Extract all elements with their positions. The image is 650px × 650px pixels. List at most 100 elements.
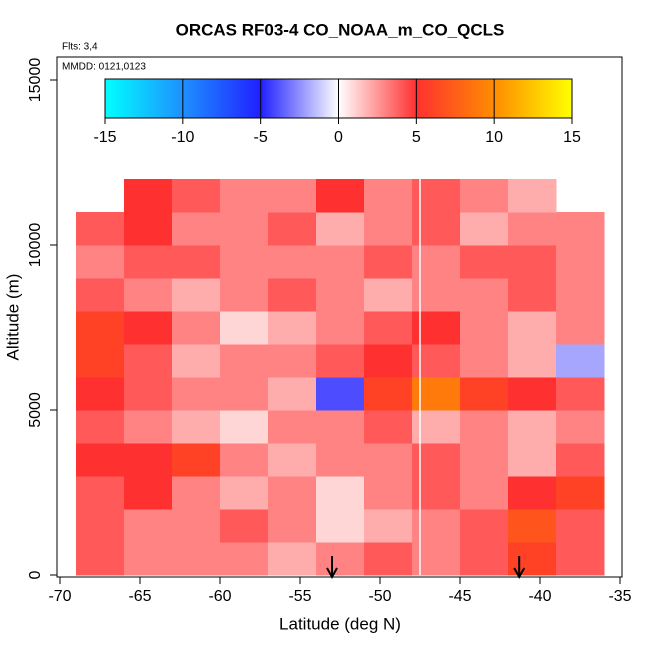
y-tick-label: 10000 <box>27 223 44 268</box>
colorbar-tick-label: 5 <box>412 129 421 146</box>
heat-cell <box>76 476 125 510</box>
heat-cell <box>220 509 269 543</box>
heat-cell <box>76 245 125 279</box>
heat-cell <box>220 179 269 213</box>
heat-cell <box>172 212 221 246</box>
heat-cell <box>556 509 605 543</box>
heat-cell <box>364 179 413 213</box>
heat-cell <box>316 476 365 510</box>
heat-cell <box>556 443 605 477</box>
heat-cell <box>124 179 173 213</box>
heat-cell <box>76 443 125 477</box>
heat-cell <box>508 179 557 213</box>
colorbar-tick-label: -5 <box>254 129 268 146</box>
heat-cell <box>460 344 509 378</box>
heat-cell <box>556 278 605 312</box>
x-tick-label: -55 <box>288 588 311 605</box>
heat-cell <box>76 410 125 444</box>
heat-cell <box>316 410 365 444</box>
heat-cell <box>460 542 509 576</box>
heat-cell <box>316 245 365 279</box>
heat-cell <box>460 410 509 444</box>
heat-cell <box>364 377 413 411</box>
heat-cell <box>316 443 365 477</box>
heat-cell <box>268 410 317 444</box>
flights-label: Flts: 3,4 <box>62 42 98 53</box>
heat-cell <box>316 377 365 411</box>
x-axis-label: Latitude (deg N) <box>279 614 401 633</box>
heat-cell <box>364 344 413 378</box>
heat-cell <box>460 476 509 510</box>
colorbar-tick-label: 0 <box>334 129 343 146</box>
heat-cell <box>364 410 413 444</box>
heat-cell <box>316 542 365 576</box>
heat-cell <box>460 245 509 279</box>
heat-cell <box>172 542 221 576</box>
heat-cell <box>508 509 557 543</box>
heat-cell <box>172 476 221 510</box>
colorbar-tick-label: 15 <box>563 129 581 146</box>
x-tick-label: -40 <box>528 588 551 605</box>
heat-cell <box>556 476 605 510</box>
heat-cell <box>124 212 173 246</box>
heat-cell <box>556 542 605 576</box>
heat-cell <box>220 377 269 411</box>
heat-cell <box>460 278 509 312</box>
heat-cell <box>364 212 413 246</box>
heat-cell <box>220 344 269 378</box>
x-tick-label: -50 <box>368 588 391 605</box>
heat-cell <box>316 311 365 345</box>
heat-cell <box>220 443 269 477</box>
heat-cell <box>268 311 317 345</box>
heat-cell <box>220 311 269 345</box>
heat-cell <box>508 443 557 477</box>
heat-cell <box>316 344 365 378</box>
heat-cell <box>364 245 413 279</box>
heat-cell <box>556 410 605 444</box>
x-tick-label: -60 <box>208 588 231 605</box>
heat-cell <box>124 245 173 279</box>
heat-cell <box>508 311 557 345</box>
heat-cell <box>172 179 221 213</box>
heat-cell <box>268 245 317 279</box>
heat-cell <box>364 278 413 312</box>
heat-cell <box>124 311 173 345</box>
heat-cell <box>268 344 317 378</box>
heat-cell <box>124 476 173 510</box>
heat-cell <box>316 179 365 213</box>
dates-label: MMDD: 0121,0123 <box>62 62 146 73</box>
y-tick-label: 0 <box>27 570 44 579</box>
heat-cell <box>172 410 221 444</box>
x-tick-label: -35 <box>608 588 631 605</box>
heat-cell <box>268 542 317 576</box>
heat-cell <box>220 542 269 576</box>
heat-cell <box>556 311 605 345</box>
heat-cell <box>556 212 605 246</box>
heat-cell <box>556 377 605 411</box>
heat-cell <box>172 245 221 279</box>
heat-cell <box>460 179 509 213</box>
heat-cell <box>124 410 173 444</box>
heat-cell <box>76 212 125 246</box>
chart-title: ORCAS RF03-4 CO_NOAA_m_CO_QCLS <box>176 20 505 39</box>
colorbar-tick-label: -15 <box>93 129 116 146</box>
heat-cell <box>364 542 413 576</box>
heat-cell <box>268 212 317 246</box>
heat-cell <box>460 377 509 411</box>
heat-cell <box>268 377 317 411</box>
x-tick-label: -70 <box>48 588 71 605</box>
heat-cell <box>172 311 221 345</box>
plot-frame <box>56 56 623 578</box>
heat-cell <box>268 278 317 312</box>
heat-cell <box>268 179 317 213</box>
heat-cell <box>460 443 509 477</box>
heat-cell <box>172 443 221 477</box>
heat-cell <box>76 377 125 411</box>
heat-cell <box>220 410 269 444</box>
heat-cell <box>460 311 509 345</box>
heat-cell <box>124 542 173 576</box>
heat-cell <box>124 443 173 477</box>
heat-cell <box>556 344 605 378</box>
heat-cell <box>508 344 557 378</box>
heat-cell <box>76 311 125 345</box>
